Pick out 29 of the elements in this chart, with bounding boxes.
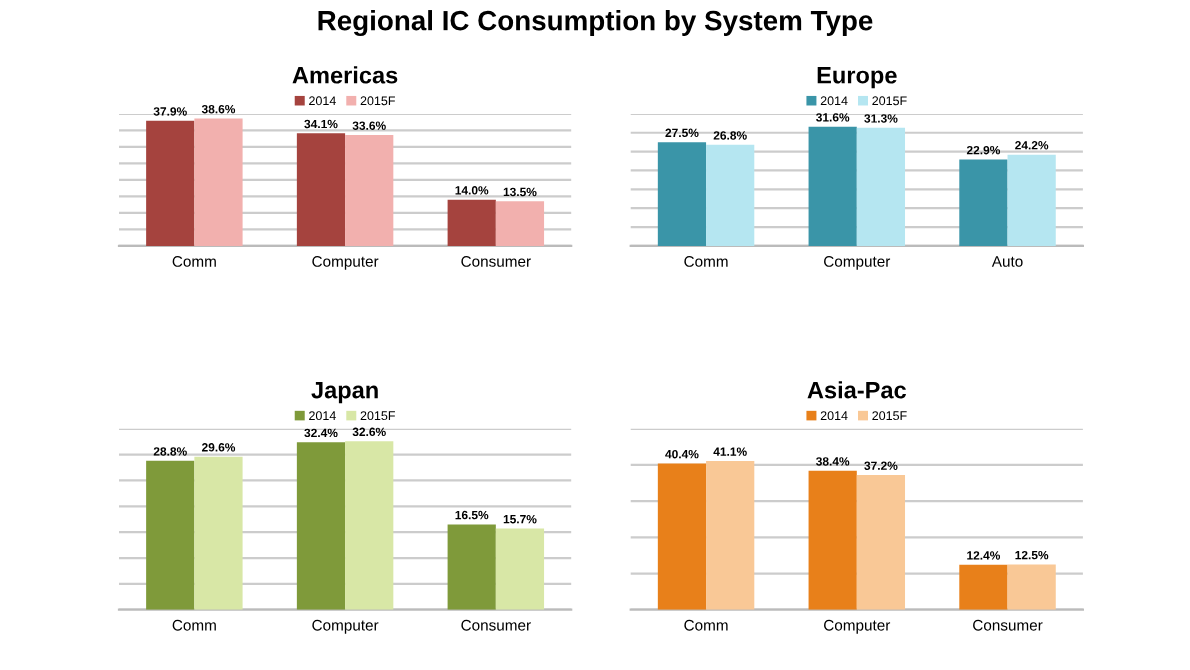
bar: [1007, 564, 1056, 610]
bar: [657, 142, 707, 246]
bar: [495, 201, 545, 246]
bar: [296, 133, 346, 246]
bar: [447, 199, 496, 246]
text: Regional IC Consumption by System Type: [318, 10, 873, 37]
bar: [296, 442, 346, 610]
bar: [146, 460, 195, 610]
chart-title: Japan: [311, 382, 378, 404]
bar: [856, 475, 906, 610]
bar: [146, 120, 195, 246]
bar: [808, 470, 857, 610]
chart-title: Europe: [817, 67, 897, 89]
bar: [657, 463, 707, 610]
bar: [959, 159, 1008, 246]
bar: [194, 118, 243, 246]
bar: [706, 461, 755, 610]
bar: [706, 144, 755, 246]
bar: [1007, 154, 1056, 246]
bar: [808, 126, 857, 246]
bar: [194, 456, 243, 610]
bar: [959, 564, 1008, 610]
chart-title: Asia-Pac: [807, 381, 906, 399]
bar: [856, 127, 906, 246]
bar: [447, 524, 496, 610]
chart-title: Americas: [292, 66, 398, 84]
bar: [345, 135, 394, 246]
bar: [345, 441, 394, 610]
bar: [495, 528, 545, 610]
